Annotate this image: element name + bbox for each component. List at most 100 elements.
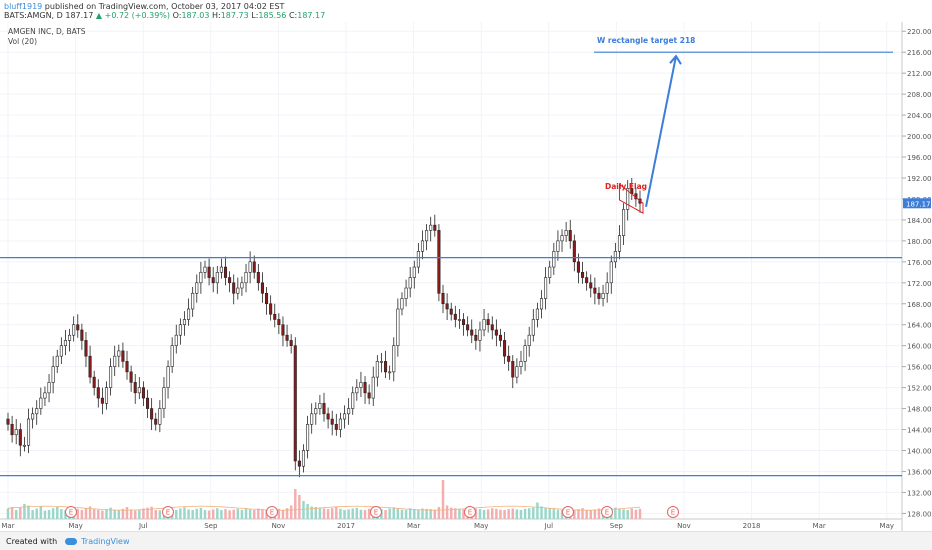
candle-body xyxy=(470,329,474,336)
volume-bar xyxy=(335,507,338,519)
candle-body xyxy=(195,282,199,294)
volume-bar xyxy=(60,509,63,519)
candle-body xyxy=(585,277,589,284)
y-tick-label: 208.00 xyxy=(907,91,932,99)
candle-body xyxy=(26,418,31,446)
candle-body xyxy=(178,324,182,336)
target-arrow[interactable] xyxy=(645,56,677,207)
candle-body xyxy=(47,382,51,394)
volume-bar xyxy=(425,508,428,519)
earnings-marker[interactable] xyxy=(562,506,574,518)
created-with-label: Created with xyxy=(6,536,58,546)
volume-bar xyxy=(129,509,133,519)
volume-bar xyxy=(105,509,108,519)
annotations[interactable]: Daily Flag W rectangle target 218 xyxy=(594,36,893,214)
volume-bar xyxy=(64,510,67,519)
volume-bar xyxy=(216,508,219,519)
volume-bar xyxy=(408,508,412,519)
horizontal-levels[interactable] xyxy=(0,257,902,477)
candle-body xyxy=(22,444,26,447)
earnings-marker[interactable] xyxy=(162,506,174,518)
footer-bar: Created with TradingView xyxy=(0,531,932,550)
candle-body xyxy=(363,382,367,394)
price-chart[interactable]: AMGEN INC, D, BATS Vol (20) Daily Flag W … xyxy=(0,22,932,531)
candle-body xyxy=(92,376,96,388)
volume-bar xyxy=(207,510,211,519)
volume-bar xyxy=(101,510,104,519)
tradingview-brand-link[interactable]: TradingView xyxy=(81,536,130,546)
earnings-marker-label: E xyxy=(374,509,378,517)
earnings-marker[interactable] xyxy=(601,506,613,518)
volume-bar xyxy=(515,509,519,519)
earnings-marker[interactable] xyxy=(464,506,476,518)
volume-bar xyxy=(302,501,305,519)
candle-body xyxy=(6,418,10,425)
volume-bar xyxy=(400,509,404,519)
volume-bar xyxy=(228,510,231,519)
price-axis[interactable]: 220.00 216.00 212.00 208.00 204.00 200.00 196.… xyxy=(902,28,932,518)
candle-body xyxy=(256,272,260,284)
candle-body xyxy=(503,340,507,357)
candle-body xyxy=(84,340,88,357)
candle-body xyxy=(306,423,310,451)
plot-area[interactable] xyxy=(0,22,902,531)
candle-body xyxy=(301,450,306,467)
y-tick-label: 132.00 xyxy=(907,489,932,497)
candle-body xyxy=(314,408,318,415)
candle-body xyxy=(158,408,162,425)
volume-bar xyxy=(80,510,84,519)
author-link[interactable]: bluff1919 xyxy=(4,2,43,11)
earnings-marker[interactable] xyxy=(667,506,679,518)
volume-bar xyxy=(191,510,194,519)
candle-body xyxy=(622,209,626,236)
candle-body xyxy=(482,319,486,331)
candle-body xyxy=(289,340,293,346)
volume-bar xyxy=(519,510,523,519)
candle-body xyxy=(322,403,326,415)
candle-body xyxy=(384,361,388,373)
volume-bar xyxy=(486,509,490,519)
volume-bar xyxy=(634,509,638,519)
y-tick-label: 164.00 xyxy=(907,322,932,330)
candle-body xyxy=(166,366,170,388)
volume-bar xyxy=(630,508,634,519)
earnings-marker[interactable] xyxy=(65,506,77,518)
volume-bar xyxy=(388,508,391,519)
volume-bar xyxy=(175,510,178,519)
candle-body xyxy=(527,334,531,346)
earnings-marker[interactable] xyxy=(266,506,278,518)
volume-bar xyxy=(154,510,157,519)
volume-bar xyxy=(244,508,248,519)
volume-bar xyxy=(150,506,153,519)
volume-bar xyxy=(560,510,564,519)
x-tick-label: Jul xyxy=(138,522,148,530)
volume-bar xyxy=(236,508,240,519)
earnings-marker[interactable] xyxy=(370,506,382,518)
volume-bar xyxy=(507,509,510,519)
x-tick-label: Mar xyxy=(407,522,420,530)
candle-body xyxy=(531,319,535,336)
volume-bar xyxy=(19,507,22,519)
volume-bar xyxy=(482,510,486,519)
target-arrow-head[interactable] xyxy=(669,54,682,65)
time-axis[interactable]: Mar May Jul Sep Nov 2017 Mar May Jul Sep Nov 2018 Ma… xyxy=(1,522,894,530)
volume-bar xyxy=(622,509,625,519)
volume-bar xyxy=(536,502,539,519)
volume-bar xyxy=(404,510,408,519)
candle-body xyxy=(14,429,18,436)
candle-body xyxy=(338,418,342,430)
volume-bar xyxy=(158,510,162,519)
candle-body xyxy=(228,277,232,284)
candle-body xyxy=(277,319,281,326)
volume-bar xyxy=(117,510,121,519)
candle-body xyxy=(462,319,466,326)
flag-pattern[interactable] xyxy=(618,183,644,214)
x-tick-label: 2017 xyxy=(337,522,355,530)
candle-body xyxy=(162,387,166,409)
candle-body xyxy=(330,418,334,425)
candle-body xyxy=(244,272,248,284)
volume-bar xyxy=(289,505,293,519)
volume-bar xyxy=(523,508,527,519)
volume-bar xyxy=(92,508,96,519)
